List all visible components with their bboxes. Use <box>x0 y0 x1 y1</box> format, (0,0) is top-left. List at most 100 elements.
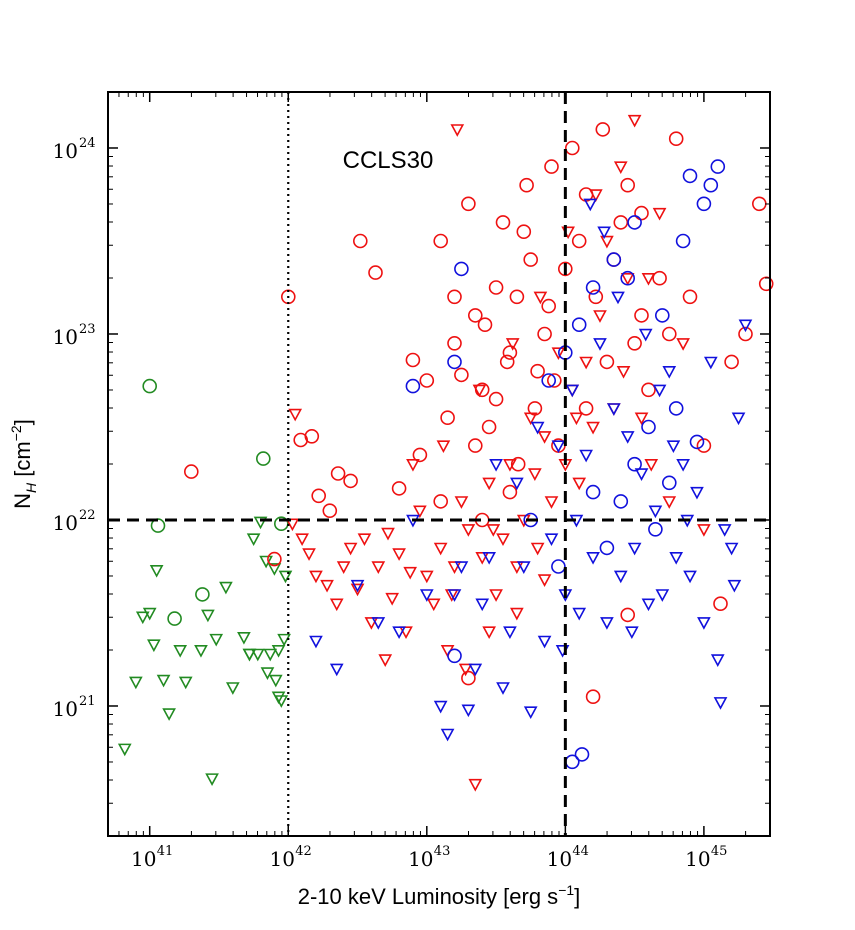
red-triangle-point-50 <box>634 412 649 426</box>
red-triangle-point-34 <box>523 412 538 426</box>
blue-triangle-point-20 <box>523 706 538 720</box>
green-triangle-point-28 <box>278 570 293 584</box>
blue-circle-point-29 <box>620 270 636 286</box>
blue-triangle-point-48 <box>717 524 732 537</box>
red-triangle-point-10 <box>357 533 372 547</box>
green-triangle-point-14 <box>219 581 233 595</box>
green-triangle-point-2 <box>135 611 150 625</box>
red-triangle-point-7 <box>336 561 351 574</box>
red-circle-point-62 <box>541 298 557 314</box>
red-circle-point-10 <box>368 265 383 280</box>
red-triangle-point-35 <box>530 542 545 556</box>
red-triangle-point-58 <box>482 626 496 640</box>
red-circle-point-46 <box>696 438 712 453</box>
red-triangle-point-8 <box>343 542 358 556</box>
red-triangle-point-30 <box>496 533 510 547</box>
blue-triangle-point-27 <box>572 607 587 621</box>
blue-triangle-point-40 <box>662 365 677 379</box>
blue-triangle-point-47 <box>710 654 725 667</box>
blue-triangle-point-24 <box>551 440 566 454</box>
blue-circle-point-23 <box>585 484 601 500</box>
blue-triangle-point-41 <box>669 551 684 565</box>
red-circle-point-36 <box>595 122 611 137</box>
blue-triangle-point-3 <box>371 617 386 630</box>
blue-triangle-point-44 <box>690 486 704 500</box>
green-triangle-point-18 <box>246 533 261 547</box>
y-tick-label-exp-0: 21 <box>79 694 96 709</box>
blue-triangle-point-13 <box>475 598 490 612</box>
blue-circle-point-3 <box>541 373 557 388</box>
red-triangle-point-12 <box>371 561 386 574</box>
green-circle-point-2 <box>167 611 182 626</box>
red-circle-point-70 <box>467 438 483 453</box>
blue-triangle-point-28 <box>579 449 593 463</box>
red-circle-point-65 <box>477 317 493 333</box>
blue-triangle-point-21 <box>530 421 545 435</box>
blue-triangle-point-43 <box>683 570 697 584</box>
blue-triangle-point-35 <box>627 542 642 556</box>
blue-circle-point-8 <box>627 215 642 230</box>
y-tick-label-exp-3: 24 <box>79 136 96 151</box>
y-tick-label-exp-1: 22 <box>79 508 96 523</box>
red-triangle-point-0 <box>285 518 300 532</box>
red-triangle-point-25 <box>461 524 476 537</box>
x-tick-label-exp-3: 44 <box>572 844 589 859</box>
red-triangle-point-69 <box>616 365 631 379</box>
green-circle-point-3 <box>195 587 210 602</box>
blue-circle-point-7 <box>606 252 622 267</box>
red-circle-point-23 <box>495 215 511 230</box>
blue-triangle-point-62 <box>625 626 639 640</box>
blue-triangle-point-30 <box>593 338 607 351</box>
red-circle-point-61 <box>613 215 629 230</box>
green-circle-point-4 <box>255 451 271 466</box>
green-triangle-point-29 <box>260 667 275 680</box>
red-triangle-point-32 <box>510 561 524 574</box>
red-triangle-point-53 <box>662 496 677 509</box>
red-triangle-point-65 <box>505 338 520 351</box>
y-tick-label-exp-2: 23 <box>79 322 96 337</box>
x-tick-label-exp-1: 42 <box>295 844 312 859</box>
x-axis-title-sup: −1 <box>558 882 574 898</box>
green-triangle-point-13 <box>205 773 219 786</box>
blue-triangle-point-22 <box>537 635 552 649</box>
blue-triangle-point-6 <box>419 589 434 602</box>
green-triangle-point-15 <box>225 682 240 695</box>
red-circle-point-7 <box>330 466 346 481</box>
red-circle-point-25 <box>510 456 526 472</box>
red-circle-point-35 <box>588 289 604 305</box>
red-circle-point-42 <box>652 270 667 286</box>
blue-circle-point-5 <box>571 317 587 333</box>
blue-triangle-point-9 <box>447 589 462 602</box>
red-circle-point-5 <box>311 488 327 504</box>
red-circle-point-53 <box>620 607 636 623</box>
blue-circle-point-22 <box>599 540 615 556</box>
red-circle-point-24 <box>502 345 518 360</box>
blue-triangle-point-57 <box>638 328 653 342</box>
x-axis-title-main: 2-10 keV Luminosity [erg s <box>298 884 558 909</box>
red-circle-point-33 <box>571 233 587 249</box>
red-triangle-point-68 <box>588 189 603 202</box>
blue-triangle-point-17 <box>503 626 517 640</box>
red-triangle-point-9 <box>350 583 365 597</box>
red-triangle-point-74 <box>569 412 584 426</box>
x-tick-label-exp-0: 41 <box>157 844 174 859</box>
blue-circle-point-16 <box>710 159 726 174</box>
blue-triangle-point-10 <box>454 561 469 574</box>
red-circle-point-45 <box>682 289 698 305</box>
red-triangle-point-15 <box>392 548 406 561</box>
blue-triangle-point-14 <box>482 551 496 565</box>
green-triangle-point-31 <box>271 691 286 705</box>
y-axis-title: NH [cm−2] <box>8 419 39 509</box>
green-triangle-point-23 <box>267 563 282 576</box>
red-triangle-point-49 <box>627 114 642 128</box>
blue-circle-point-13 <box>682 168 698 184</box>
red-circle-point-2 <box>267 551 282 567</box>
red-triangle-point-62 <box>403 566 418 580</box>
red-triangle-point-21 <box>433 542 448 556</box>
red-triangle-point-31 <box>503 458 517 472</box>
red-circle-point-51 <box>758 276 774 292</box>
blue-circle-point-26 <box>447 648 462 664</box>
blue-triangle-point-34 <box>620 431 635 444</box>
x-tick-label-exp-2: 43 <box>434 844 451 859</box>
y-tick-label-3: 10 <box>53 139 78 163</box>
